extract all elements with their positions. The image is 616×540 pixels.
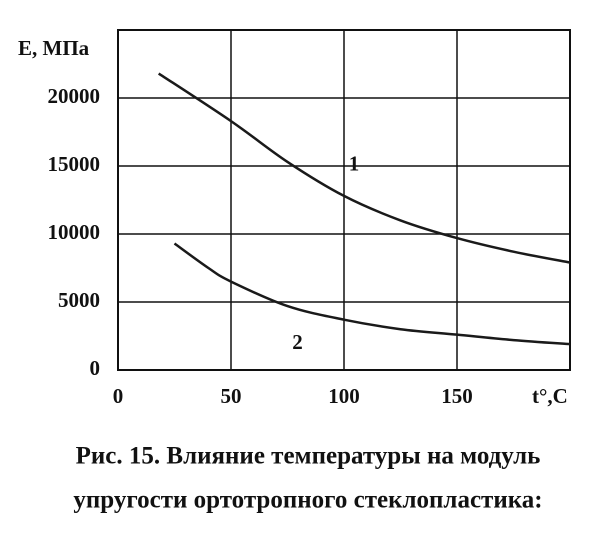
curve — [173, 242, 571, 346]
y-tick-label: 20000 — [48, 84, 101, 108]
curve — [157, 72, 571, 264]
curve-label: 1 — [349, 152, 360, 176]
x-tick-label: 50 — [221, 384, 242, 408]
x-tick-label: 100 — [328, 384, 360, 408]
x-axis-label: t°,C — [532, 384, 568, 408]
y-tick-label: 15000 — [48, 152, 101, 176]
x-tick-label: 150 — [441, 384, 473, 408]
y-tick-label: 0 — [90, 356, 101, 380]
caption-line: упругости ортотропного стеклопластика: — [73, 487, 542, 514]
caption-line: Рис. 15. Влияние температуры на модуль — [76, 443, 541, 470]
y-axis-label: E, МПа — [18, 36, 90, 60]
y-tick-label: 10000 — [48, 220, 101, 244]
x-tick-label: 0 — [113, 384, 124, 408]
curve-label: 2 — [292, 330, 303, 354]
y-tick-label: 5000 — [58, 288, 100, 312]
